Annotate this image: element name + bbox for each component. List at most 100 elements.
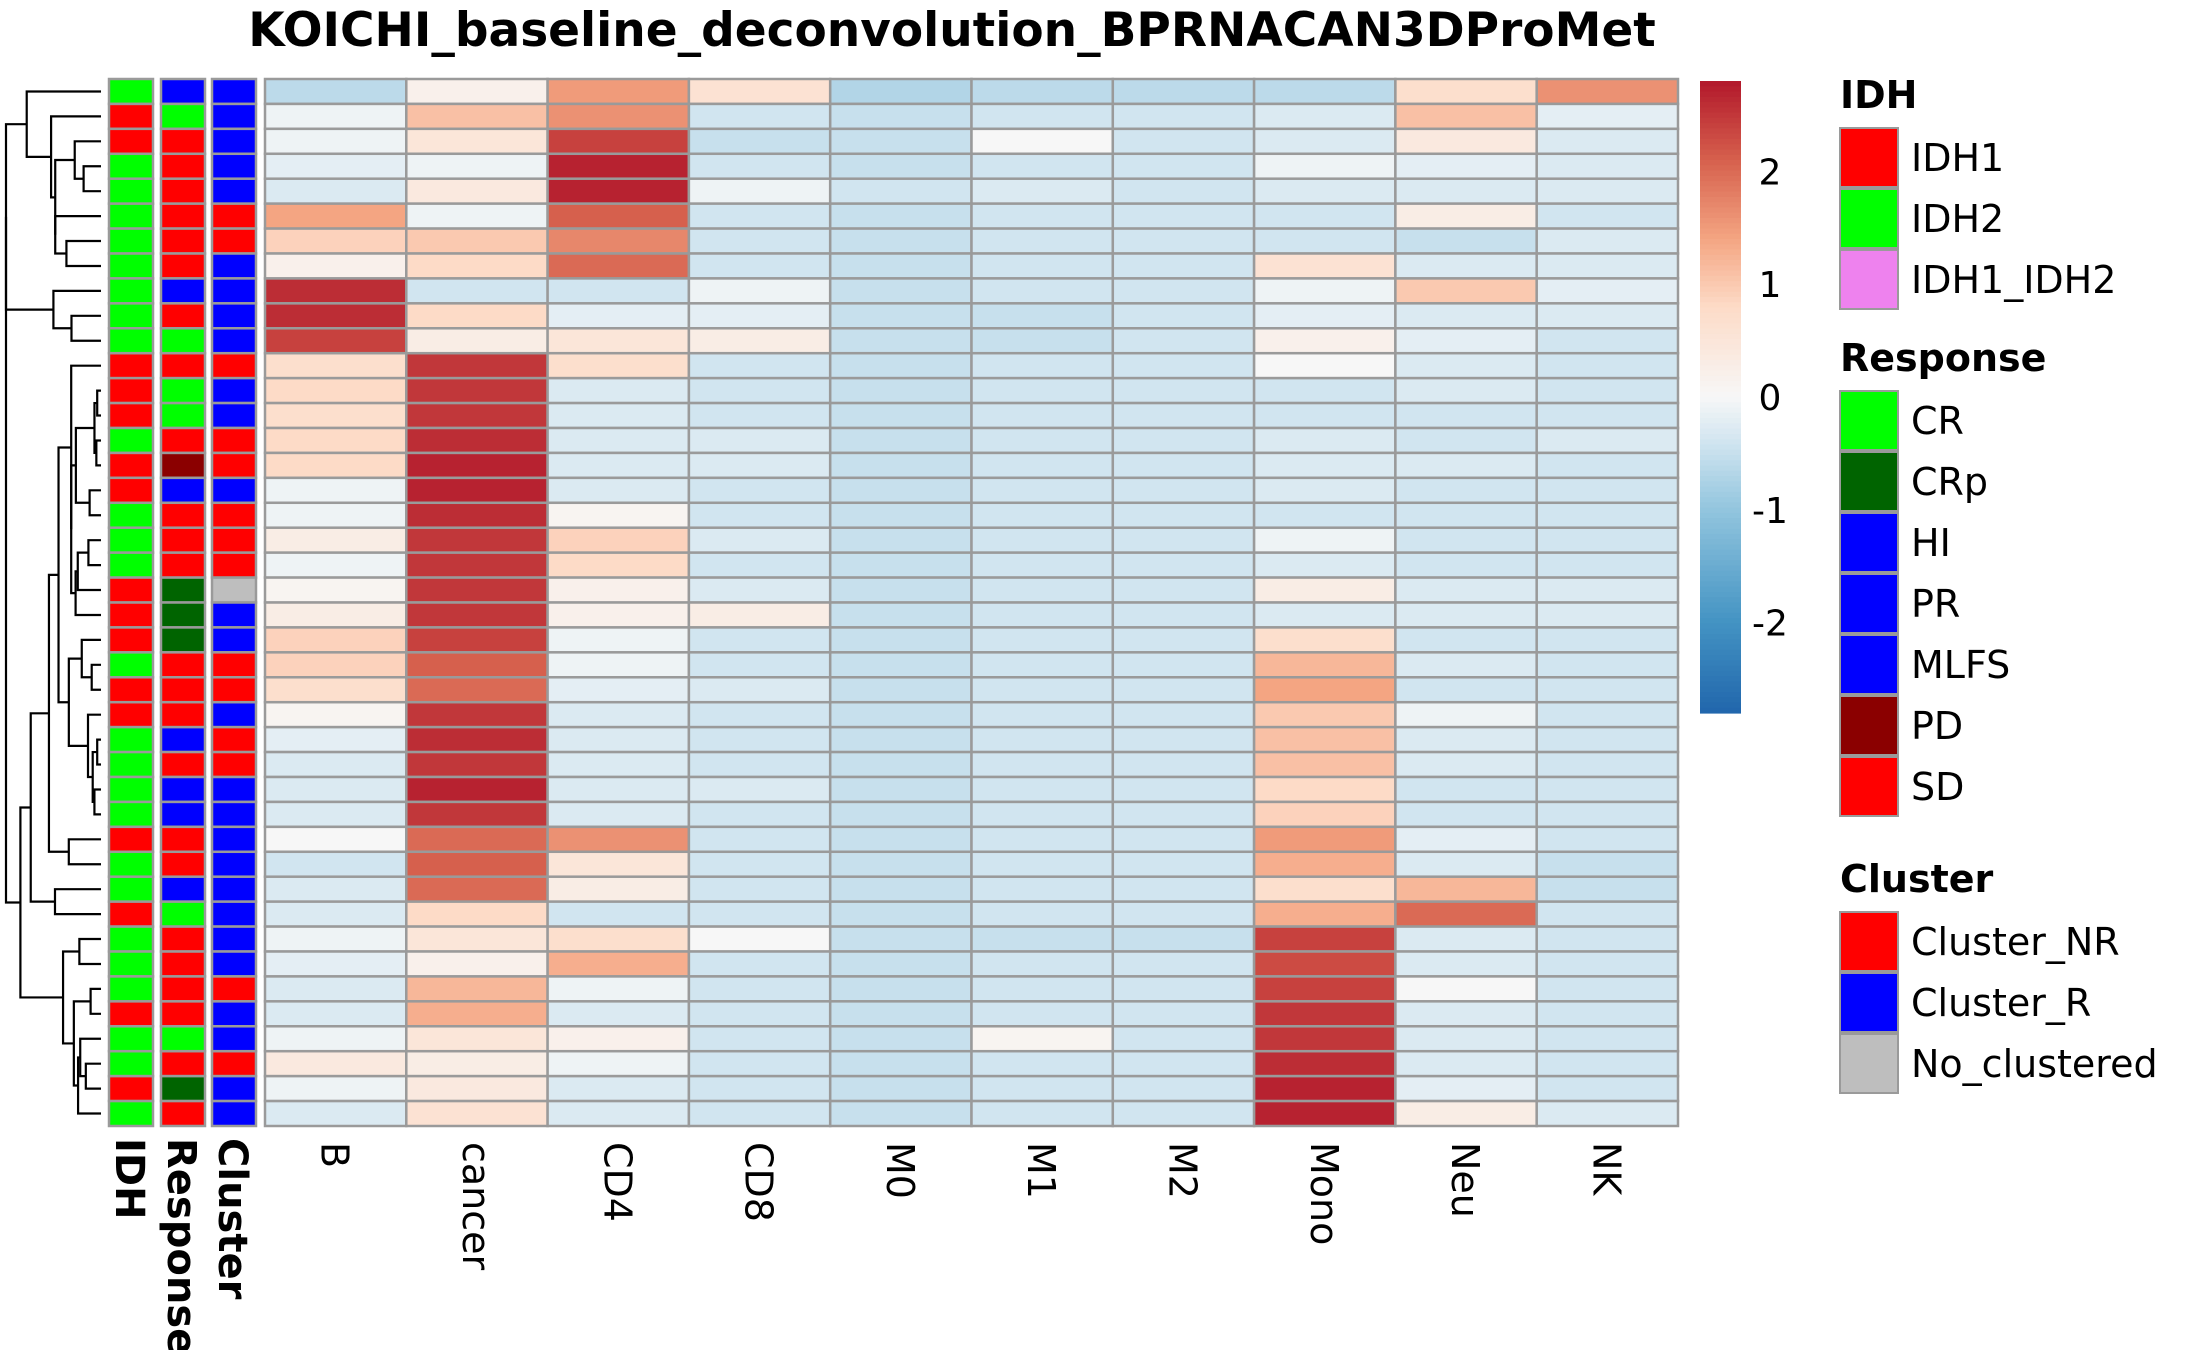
colorbar-segment (1700, 549, 1741, 556)
annotation-label: Response (158, 1138, 204, 1350)
annotation-cell-response (159, 551, 207, 579)
heatmap-cell (263, 1025, 408, 1053)
annotation-cell-idh (107, 327, 155, 355)
dendrogram-branch (84, 1062, 101, 1090)
annotation-cell-idh (107, 800, 155, 829)
heatmap-cell (1394, 1000, 1538, 1028)
colorbar-segment (1700, 655, 1741, 661)
colorbar-segment (1700, 328, 1741, 335)
legend-item-label: SD (1911, 765, 1964, 809)
heatmap-cell (263, 177, 408, 205)
annotation-cell-cluster (210, 1049, 258, 1078)
dendrogram-branch (54, 215, 101, 255)
dendrogram-branch (70, 464, 76, 595)
heatmap-cell (1111, 127, 1256, 156)
heatmap-cell (1252, 1074, 1397, 1103)
colorbar-segment (1700, 470, 1741, 477)
annotation-cell-idh (107, 77, 155, 106)
annotation-cell-response (159, 127, 207, 156)
legend-item-label: No_clustered (1911, 1042, 2158, 1086)
heatmap-cell (687, 102, 832, 131)
colorbar-segment (1700, 423, 1741, 430)
heatmap-cell (546, 875, 691, 903)
annotation-cell-response (159, 302, 207, 330)
annotation-cell-idh (107, 252, 155, 280)
annotation-cell-response (159, 102, 207, 131)
annotation-cell-idh (107, 102, 155, 131)
colorbar-segment (1700, 465, 1741, 472)
heatmap-cell (1111, 750, 1256, 779)
annotation-cell-response (159, 651, 207, 679)
heatmap-cell (405, 476, 549, 505)
heatmap-cell (1111, 626, 1256, 654)
heatmap-cell (1252, 252, 1397, 280)
heatmap-cell (1252, 327, 1397, 355)
heatmap-cell (1394, 651, 1538, 679)
heatmap-cell (405, 750, 549, 779)
colorbar-segment (1700, 354, 1741, 361)
colorbar-segment (1700, 154, 1741, 161)
heatmap-cell (405, 202, 549, 230)
heatmap-cell (405, 850, 549, 878)
annotation-cell-response (159, 351, 207, 380)
heatmap-cell (263, 327, 408, 355)
heatmap-cell (405, 327, 549, 355)
annotation-cell-cluster (210, 1025, 258, 1053)
colorbar-segment (1700, 628, 1741, 635)
colorbar-segment (1700, 634, 1741, 640)
annotation-cell-idh (107, 152, 155, 180)
heatmap-cell (1535, 451, 1680, 480)
heatmap-cell (263, 551, 408, 579)
colorbar-segment (1700, 375, 1741, 382)
heatmap-cell (1394, 277, 1538, 305)
heatmap-cell (1111, 676, 1256, 704)
heatmap-cell (1111, 501, 1256, 529)
annotation-cell-cluster (210, 676, 258, 704)
column-label: M0 (878, 1142, 922, 1199)
heatmap-cell (405, 825, 549, 854)
heatmap-cell (970, 252, 1115, 280)
heatmap-cell (1535, 950, 1680, 978)
annotation-cell-idh (107, 1099, 155, 1128)
heatmap-cell (687, 202, 832, 230)
heatmap-cell (1394, 601, 1538, 629)
heatmap-cell (405, 551, 549, 579)
heatmap-cell (970, 601, 1115, 629)
heatmap-cell (405, 651, 549, 679)
row-dendrogram (4, 90, 101, 1115)
heatmap-cell (1252, 601, 1397, 629)
annotation-cell-cluster (210, 750, 258, 779)
heatmap-cell (970, 925, 1115, 953)
heatmap-cell (1111, 77, 1256, 106)
heatmap-cell (1111, 152, 1256, 180)
heatmap-cell (1535, 700, 1680, 729)
annotation-cell-cluster (210, 526, 258, 554)
heatmap-cell (687, 77, 832, 106)
colorbar-segment (1700, 597, 1741, 603)
legend-swatch (1839, 249, 1899, 310)
heatmap-cell (1111, 850, 1256, 878)
heatmap-cell (263, 1099, 408, 1128)
legend-swatch (1839, 756, 1899, 817)
annotation-cell-cluster (210, 601, 258, 629)
annotation-cell-idh (107, 601, 155, 629)
heatmap-cell (1111, 551, 1256, 579)
heatmap-cell (1111, 277, 1256, 305)
colorbar-segment (1700, 570, 1741, 577)
heatmap-cell (1252, 825, 1397, 854)
heatmap-cell (828, 302, 973, 330)
heatmap-cell (546, 202, 691, 230)
colorbar-segment (1700, 644, 1741, 651)
heatmap-cell (1535, 626, 1680, 654)
annotation-cell-idh (107, 302, 155, 330)
heatmap-cell (1252, 177, 1397, 205)
heatmap-cell (546, 526, 691, 554)
heatmap-cell (263, 227, 408, 255)
annotation-cell-cluster (210, 426, 258, 455)
heatmap-cell (263, 202, 408, 230)
heatmap-cell (687, 700, 832, 729)
heatmap-cell (970, 900, 1115, 928)
annotation-cell-response (159, 1049, 207, 1078)
heatmap-cell (687, 676, 832, 704)
